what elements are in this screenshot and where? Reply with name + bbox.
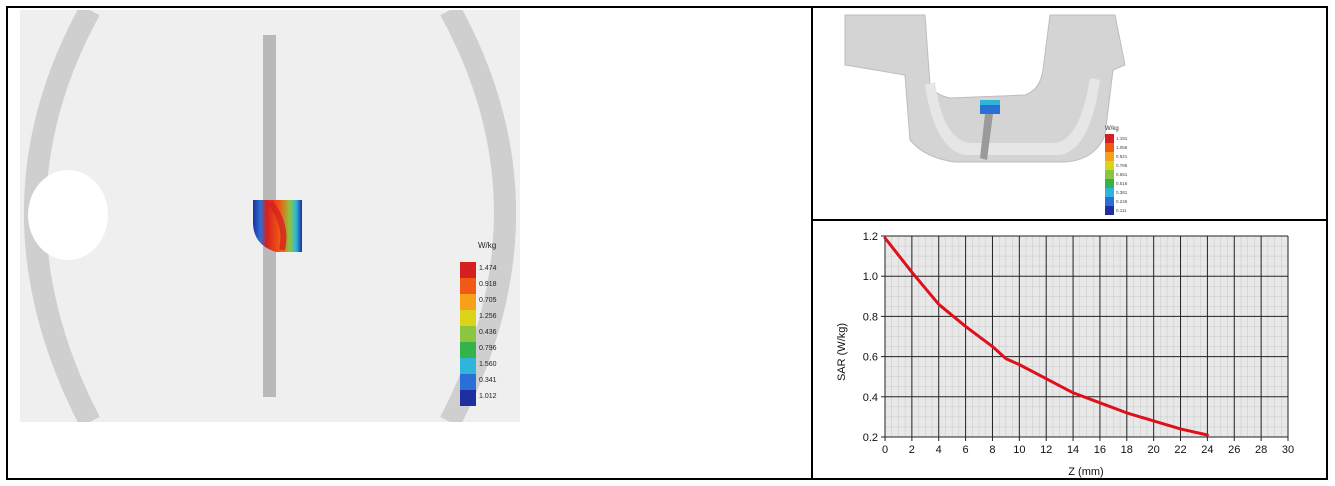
x-tick-label: 20: [1148, 444, 1160, 456]
left-legend-tick: 0.341: [479, 377, 497, 384]
x-tick-label: 26: [1228, 444, 1240, 456]
top-colorbar-segment: [1105, 170, 1114, 179]
left-colorbar-segment: [460, 278, 476, 294]
top-legend-tick: 0.651: [1116, 172, 1128, 177]
phantom-shell: [844, 14, 1126, 163]
left-legend-tick: 1.474: [479, 265, 497, 272]
y-tick-label: 0.6: [863, 352, 878, 364]
y-tick-label: 0.4: [863, 392, 878, 404]
area-scan-image: W/kg 1.474 0.918 0.705 1.256 0.436 0.796 1.560…: [20, 4, 520, 428]
top-colorbar-segment: [1105, 188, 1114, 197]
sar-curve: [883, 236, 1209, 437]
x-axis-label: Z (mm): [1068, 466, 1103, 478]
y-tick-label: 0.8: [863, 311, 878, 323]
x-tick-label: 28: [1255, 444, 1267, 456]
x-tick-label: 0: [882, 444, 888, 456]
top-colorbar-segment: [1105, 161, 1114, 170]
sar-hotspot-core: [267, 200, 287, 251]
phantom-highlight: [28, 170, 108, 260]
sar-hotspot: [253, 200, 302, 252]
x-tick-label: 12: [1040, 444, 1052, 456]
panel-divider-horizontal: [811, 219, 1328, 221]
left-colorbar-segment: [460, 390, 476, 406]
left-colorbar-segment: [460, 342, 476, 358]
area-scan-view: W/kg 1.474 0.918 0.705 1.256 0.436 0.796 1.560…: [20, 4, 520, 428]
x-tick-label: 18: [1121, 444, 1133, 456]
y-axis-label: SAR (W/kg): [836, 323, 848, 381]
top-colorbar-segment: [1105, 152, 1114, 161]
left-legend-tick: 0.918: [479, 281, 497, 288]
x-tick-label: 24: [1201, 444, 1213, 456]
x-tick-label: 14: [1067, 444, 1079, 456]
x-tick-label: 6: [963, 444, 969, 456]
top-legend-tick: 0.381: [1116, 190, 1128, 195]
top-legend-tick: 0.921: [1116, 154, 1128, 159]
phantom-3d-view: W/kg 1.191 1.056 0.921 0.786 0.651 0.516 0.381…: [815, 10, 1325, 215]
x-tick-label: 30: [1282, 444, 1294, 456]
y-tick-label: 1.0: [863, 271, 878, 283]
phantom-3d-image: W/kg 1.191 1.056 0.921 0.786 0.651 0.516 0.381…: [844, 14, 1128, 215]
left-legend-tick: 0.705: [479, 297, 497, 304]
x-tick-label: 10: [1013, 444, 1025, 456]
x-tick-label: 4: [936, 444, 942, 456]
x-tick-label: 2: [909, 444, 915, 456]
left-legend-tick: 1.256: [479, 313, 497, 320]
top-legend-tick: 0.111: [1116, 208, 1127, 213]
sar-z-chart: 0 2 4 6 8 10 12 14 16 18 20 22 24 26 28 300.20.40.60.81…: [836, 231, 1294, 478]
top-colorbar-segment: [1105, 179, 1114, 188]
top-colorbar-segment: [1105, 206, 1114, 215]
left-legend-tick: 0.436: [479, 329, 497, 336]
left-colorbar-segment: [460, 374, 476, 390]
left-legend-title: W/kg: [478, 241, 496, 250]
top-colorbar-segment: [1105, 197, 1114, 206]
device-3d: [980, 114, 993, 160]
x-tick-label: 22: [1174, 444, 1186, 456]
hotspot-3d-top: [980, 100, 1000, 105]
chart-axes: 0 2 4 6 8 10 12 14 16 18 20 22 24 26 28 300.20.40.60.81…: [863, 231, 1294, 456]
top-colorbar-segment: [1105, 143, 1114, 152]
y-tick-label: 0.2: [863, 432, 878, 444]
left-colorbar-segment: [460, 358, 476, 374]
left-colorbar-segment: [460, 294, 476, 310]
chart-grid: [884, 235, 1289, 438]
left-colorbar-segment: [460, 310, 476, 326]
chart-series: [883, 236, 1209, 437]
top-legend-tick: 1.056: [1116, 145, 1128, 150]
figure-frame: [6, 6, 1328, 480]
sar-z-chart-panel: 0 2 4 6 8 10 12 14 16 18 20 22 24 26 28 30 0.2 0.4 0.6 0.8 1…: [815, 222, 1325, 478]
top-legend-tick: 0.786: [1116, 163, 1128, 168]
left-colorbar-segment: [460, 326, 476, 342]
panel-divider-vertical: [811, 6, 813, 480]
x-tick-label: 8: [989, 444, 995, 456]
top-legend-title: W/kg: [1105, 126, 1119, 132]
left-legend-tick: 1.012: [479, 393, 497, 400]
top-legend-tick: 0.516: [1116, 181, 1128, 186]
left-colorbar: 1.474 0.918 0.705 1.256 0.436 0.796 1.560 0.341…: [460, 262, 497, 406]
left-colorbar-segment: [460, 262, 476, 278]
top-legend-tick: 1.191: [1116, 136, 1128, 141]
left-legend-tick: 1.560: [479, 361, 497, 368]
left-legend-tick: 0.796: [479, 345, 497, 352]
y-tick-label: 1.2: [863, 231, 878, 243]
top-colorbar: 1.191 1.056 0.921 0.786 0.651 0.516 0.381 0.246…: [1105, 134, 1128, 215]
top-colorbar-segment: [1105, 134, 1114, 143]
x-tick-label: 16: [1094, 444, 1106, 456]
top-legend-tick: 0.246: [1116, 199, 1128, 204]
